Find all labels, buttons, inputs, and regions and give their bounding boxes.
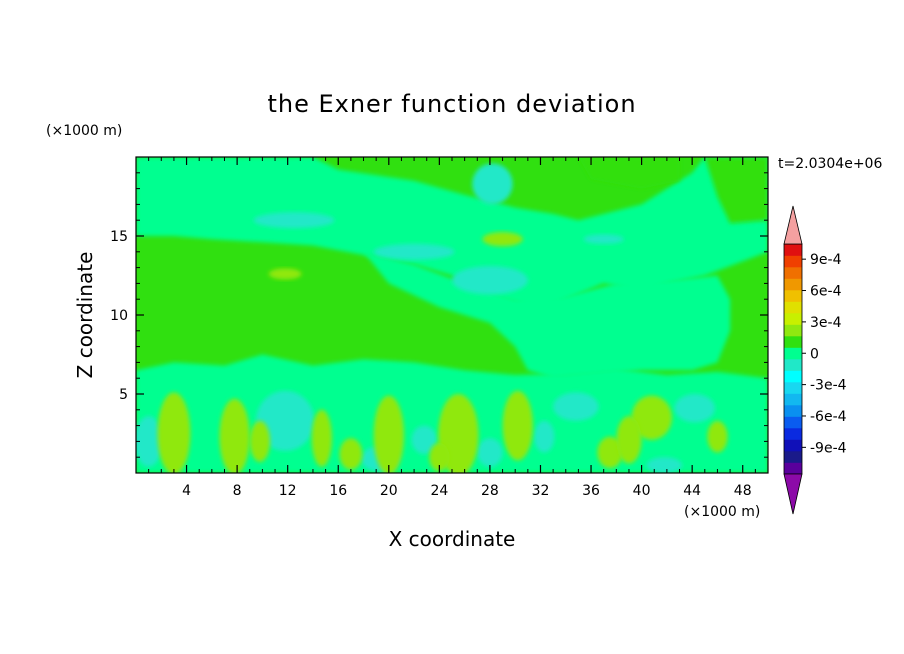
x-axis-label: X coordinate <box>389 527 516 551</box>
cyan-patch-bl-8 <box>411 425 437 455</box>
colorbar-segment <box>784 244 802 256</box>
x-tick-label: 36 <box>582 483 600 499</box>
positive-plume-13 <box>249 420 270 462</box>
colorbar-segment <box>784 336 802 348</box>
colorbar-tick-label: -9e-4 <box>810 440 847 456</box>
positive-plume-14 <box>482 232 523 247</box>
zero-right-corner <box>704 157 768 224</box>
cyan-patch-1 <box>253 212 335 229</box>
colorbar-segment <box>784 313 802 325</box>
colorbar-segment <box>784 462 802 475</box>
cyan-patch-bl-1 <box>256 390 315 451</box>
colorbar-tick-label: -6e-4 <box>810 409 847 425</box>
x-tick-label: 44 <box>683 483 701 499</box>
x-unit-label: (×1000 m) <box>684 504 760 520</box>
zero-top-gap <box>578 157 680 189</box>
y-tick-label: 15 <box>110 229 128 245</box>
positive-plume-10 <box>631 395 672 440</box>
colorbar-segment <box>784 393 802 406</box>
cyan-patch-2 <box>373 243 455 260</box>
positive-plume-11 <box>616 416 642 464</box>
x-tick-label: 16 <box>329 483 347 499</box>
x-tick-label: 8 <box>233 483 242 499</box>
positive-plume-2 <box>219 398 250 473</box>
colorbar-segment <box>784 405 802 417</box>
y-tick-label: 5 <box>119 387 128 403</box>
time-label: t=2.0304e+06 <box>778 156 882 172</box>
x-tick-label: 4 <box>182 483 191 499</box>
cyan-patch-bl-2 <box>136 416 163 467</box>
contour-field <box>136 157 768 473</box>
colorbar-segment <box>784 428 802 440</box>
colorbar-tick-label: 3e-4 <box>810 315 842 331</box>
positive-plume-9 <box>597 436 623 469</box>
x-tick-label: 32 <box>532 483 550 499</box>
x-tick-label: 24 <box>430 483 448 499</box>
positive-plume-3 <box>311 409 332 467</box>
x-tick-label: 40 <box>633 483 651 499</box>
colorbar-over-arrow <box>783 205 803 245</box>
positive-plume-15 <box>268 268 302 280</box>
positive-plume-1 <box>157 392 191 473</box>
colorbar-segment <box>784 267 802 279</box>
positive-plume-4 <box>339 438 363 470</box>
x-tick-label: 20 <box>380 483 398 499</box>
cyan-patch-bl-7 <box>646 457 683 473</box>
cyan-patch-bl-4 <box>553 392 599 421</box>
positive-plume-7 <box>429 442 450 472</box>
cyan-patch-bl-5 <box>674 394 715 423</box>
colorbar: 9e-4 6e-4 3e-4 0 -3e-4 -6e-4 -9e-4 <box>783 205 847 515</box>
cyan-patch-bl-6 <box>534 420 555 453</box>
colorbar-under-arrow <box>783 473 803 515</box>
x-axis: 4 8 12 16 20 24 28 32 36 40 44 48 <box>148 157 756 499</box>
colorbar-segment <box>784 290 802 302</box>
colorbar-tick-label: 9e-4 <box>810 252 842 268</box>
colorbar-segment <box>784 382 802 394</box>
colorbar-segment <box>784 278 802 291</box>
x-tick-label: 28 <box>481 483 499 499</box>
cyan-patch-3 <box>452 266 528 295</box>
colorbar-segment <box>784 255 802 268</box>
colorbar-segment <box>784 301 802 314</box>
plot-area <box>136 157 768 473</box>
y-axis-label: Z coordinate <box>73 252 97 379</box>
positive-plume-12 <box>707 420 728 453</box>
cyan-patch-5 <box>583 234 624 244</box>
colorbar-segment <box>784 451 802 463</box>
y-axis: 5 10 15 <box>110 172 768 458</box>
colorbar-segment <box>784 359 802 371</box>
neg-region-upper <box>136 157 768 308</box>
x-tick-label: 48 <box>734 483 752 499</box>
colorbar-segment <box>784 439 802 452</box>
y-unit-label: (×1000 m) <box>46 123 122 139</box>
colorbar-tick-label: 6e-4 <box>810 284 842 300</box>
x-tick-label: 12 <box>279 483 297 499</box>
colorbar-segment <box>784 347 802 360</box>
cyan-patch-bl-9 <box>477 438 503 467</box>
positive-plume-5 <box>373 395 404 473</box>
colorbar-tick-label: -3e-4 <box>810 378 847 394</box>
colorbar-segment <box>784 416 802 429</box>
colorbar-segment <box>784 370 802 383</box>
colorbar-tick-label: 0 <box>810 346 819 362</box>
cyan-patch-4 <box>472 163 513 205</box>
chart-title: the Exner function deviation <box>267 90 636 118</box>
colorbar-segment <box>784 324 802 337</box>
y-tick-label: 10 <box>110 308 128 324</box>
positive-plume-8 <box>502 390 533 461</box>
